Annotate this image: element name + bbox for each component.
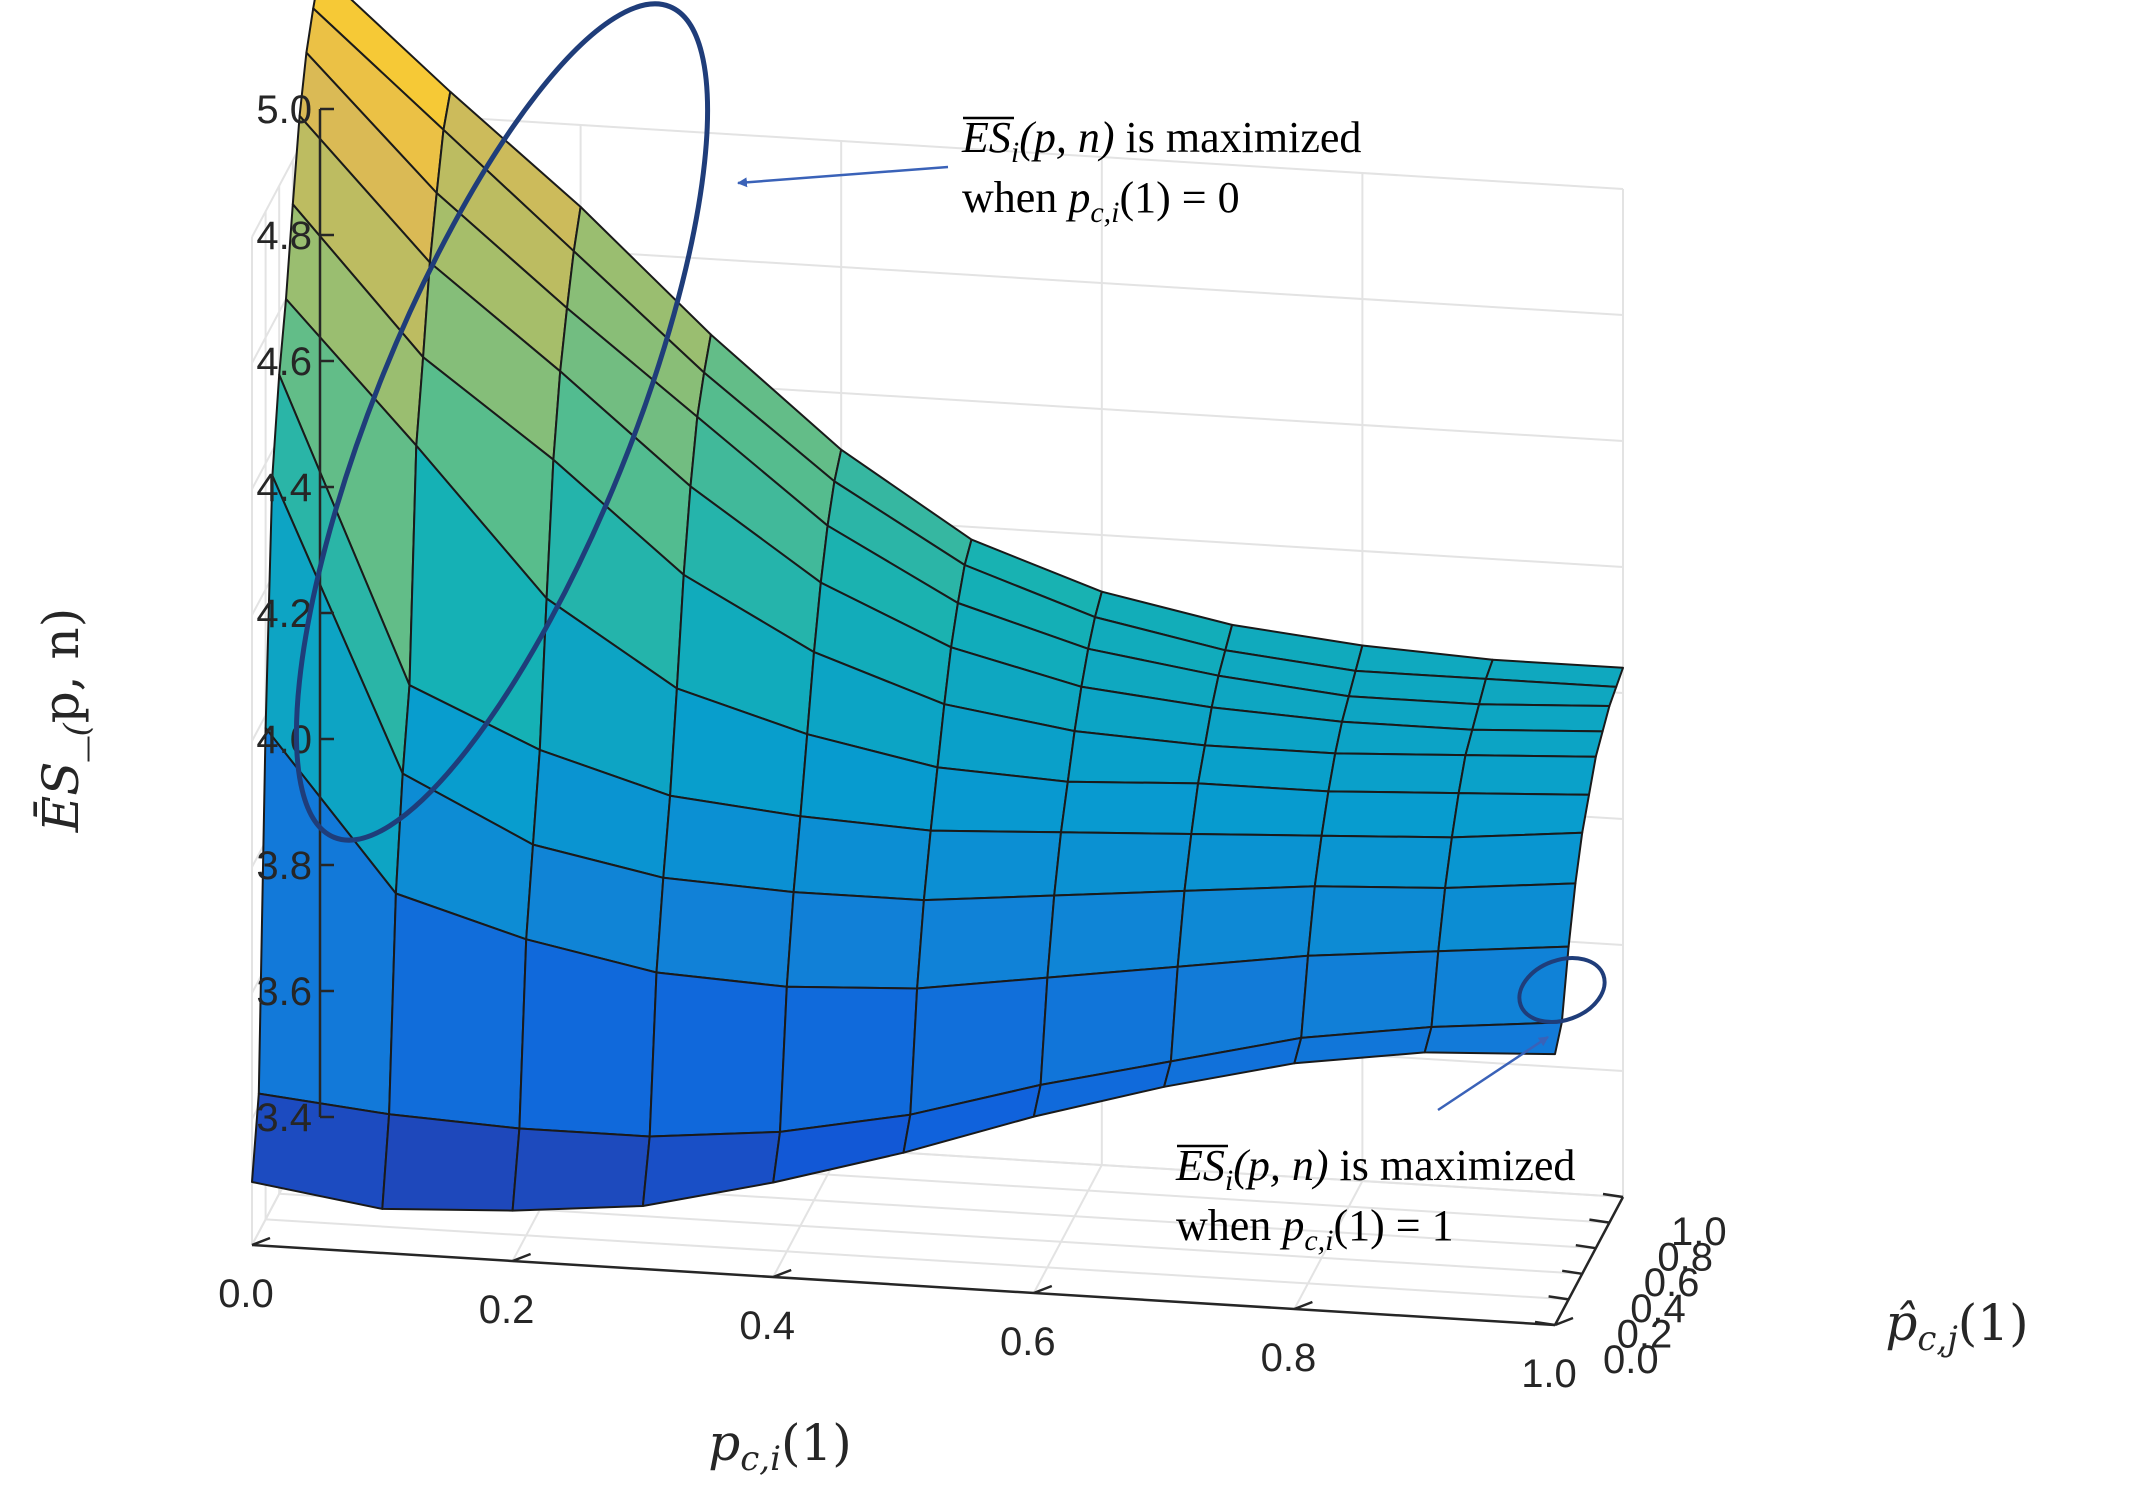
surface-patch-7-4 [1190, 782, 1330, 837]
surface-patch-2-1 [518, 938, 658, 1138]
y-tick-label-3: 0.6 [1644, 1261, 1700, 1305]
surface-patch-3-1 [648, 971, 788, 1138]
x-axis-line [251, 1243, 1556, 1327]
y-axis-title: p̂c,j(1) [1885, 1294, 2028, 1359]
grid-line-floor-y-1 [265, 1218, 1569, 1301]
y-tick-1 [1548, 1295, 1569, 1301]
z-tick-label-1: 3.6 [256, 970, 312, 1014]
z-tick-label-7: 4.8 [256, 214, 312, 258]
surface-patch-9-4 [1450, 792, 1590, 839]
surface-patch-6-3 [1053, 831, 1193, 897]
x-tick-2 [772, 1268, 792, 1279]
surface-patch-9-7 [1471, 703, 1611, 733]
y-tick-label-5: 1.0 [1671, 1210, 1727, 1254]
y-tick-0 [1534, 1320, 1556, 1327]
highlight-ellipse-edge [293, 1, 711, 843]
x-tick-label-1: 0.2 [479, 1288, 535, 1332]
surface-patch-1-0 [381, 1113, 521, 1212]
z-tick-label-2: 3.8 [256, 844, 312, 888]
y-tick-2 [1562, 1269, 1583, 1276]
surface-patch-6-4 [1060, 780, 1200, 835]
y-tick-label-2: 0.4 [1630, 1287, 1686, 1331]
z-tick-label-6: 4.6 [256, 340, 312, 384]
z-axis-title: ĒS_(p, n) [32, 608, 97, 834]
x-tick-5 [1554, 1316, 1574, 1327]
surface-patch-8-5 [1327, 752, 1467, 795]
surface-patch-8-1 [1300, 950, 1440, 1039]
surface-patch-9-6 [1464, 728, 1604, 758]
surface-patch-9-2 [1437, 882, 1577, 953]
x-tick-3 [1033, 1284, 1053, 1295]
surface-patch-8-3 [1313, 834, 1453, 889]
highlight-ellipse-corner [1517, 956, 1607, 1024]
y-axis-line [1553, 1196, 1625, 1326]
y-tick-3 [1575, 1243, 1596, 1250]
x-tick-4 [1293, 1300, 1313, 1311]
svg-text:when pc,i(1) = 1: when pc,i(1) = 1 [1176, 1201, 1454, 1257]
surface-patch-9-1 [1430, 945, 1570, 1028]
svg-text:when pc,i(1) = 0: when pc,i(1) = 0 [962, 173, 1240, 229]
x-tick-label-4: 0.8 [1261, 1336, 1317, 1380]
z-tick-label-5: 4.4 [256, 466, 312, 510]
y-tick-label-1: 0.2 [1617, 1312, 1673, 1356]
surface-patch-2-0 [511, 1127, 651, 1212]
surface-patch-9-5 [1457, 754, 1597, 796]
svg-text:ESi(p, n) is maximized: ESi(p, n) is maximized [961, 113, 1361, 169]
surface-patch-8-4 [1320, 790, 1460, 839]
grid-line-floor-x-3 [1032, 1164, 1103, 1294]
annotation-arrow-2 [1437, 1035, 1549, 1112]
surface-patch-7-2 [1176, 885, 1316, 968]
grid-line-back-z-8 [319, 108, 1624, 190]
annotation-arrow-1 [737, 165, 949, 188]
surface-patch-9-0 [1423, 1021, 1563, 1056]
y-tick-4 [1589, 1218, 1610, 1224]
x-tick-label-5: 1.0 [1521, 1352, 1577, 1396]
surface-patch-8-2 [1307, 885, 1447, 957]
y-tick-5 [1602, 1192, 1624, 1199]
z-tick-label-4: 4.2 [256, 592, 312, 636]
surface-patch-3-2 [655, 876, 795, 988]
surface-patch-4-3 [792, 815, 932, 902]
y-tick-label-4: 0.8 [1657, 1236, 1713, 1280]
svg-text:ESi(p, n) is maximized: ESi(p, n) is maximized [1175, 1141, 1575, 1197]
grid-line-floor-x-4 [1293, 1180, 1364, 1310]
surface-patch-7-3 [1183, 833, 1323, 892]
axes: 3.43.63.84.04.24.44.64.85.00.0 0.2 0.4 0.6 0… [32, 88, 2029, 1479]
surface-patch-4-1 [779, 985, 919, 1133]
surface-patch-6-2 [1046, 889, 1186, 979]
x-tick-0 [251, 1236, 271, 1247]
surface-patch-5-3 [922, 829, 1062, 902]
surface [251, 0, 1624, 1212]
y-tick-label-0: 0.0 [1603, 1338, 1659, 1382]
x-tick-label-3: 0.6 [1000, 1320, 1056, 1364]
z-tick-label-0: 3.4 [256, 1096, 312, 1140]
surface-patch-4-2 [785, 891, 925, 990]
x-axis-title: pc,i(1) [708, 1414, 852, 1479]
x-tick-label-2: 0.4 [739, 1304, 795, 1348]
x-tick-label-0: 0.0 [218, 1272, 274, 1316]
surface-patch-5-2 [916, 894, 1056, 990]
surface-patch-9-3 [1444, 831, 1584, 889]
x-tick-1 [512, 1252, 532, 1263]
z-tick-label-8: 5.0 [256, 88, 312, 132]
z-tick-label-3: 4.0 [256, 718, 312, 762]
